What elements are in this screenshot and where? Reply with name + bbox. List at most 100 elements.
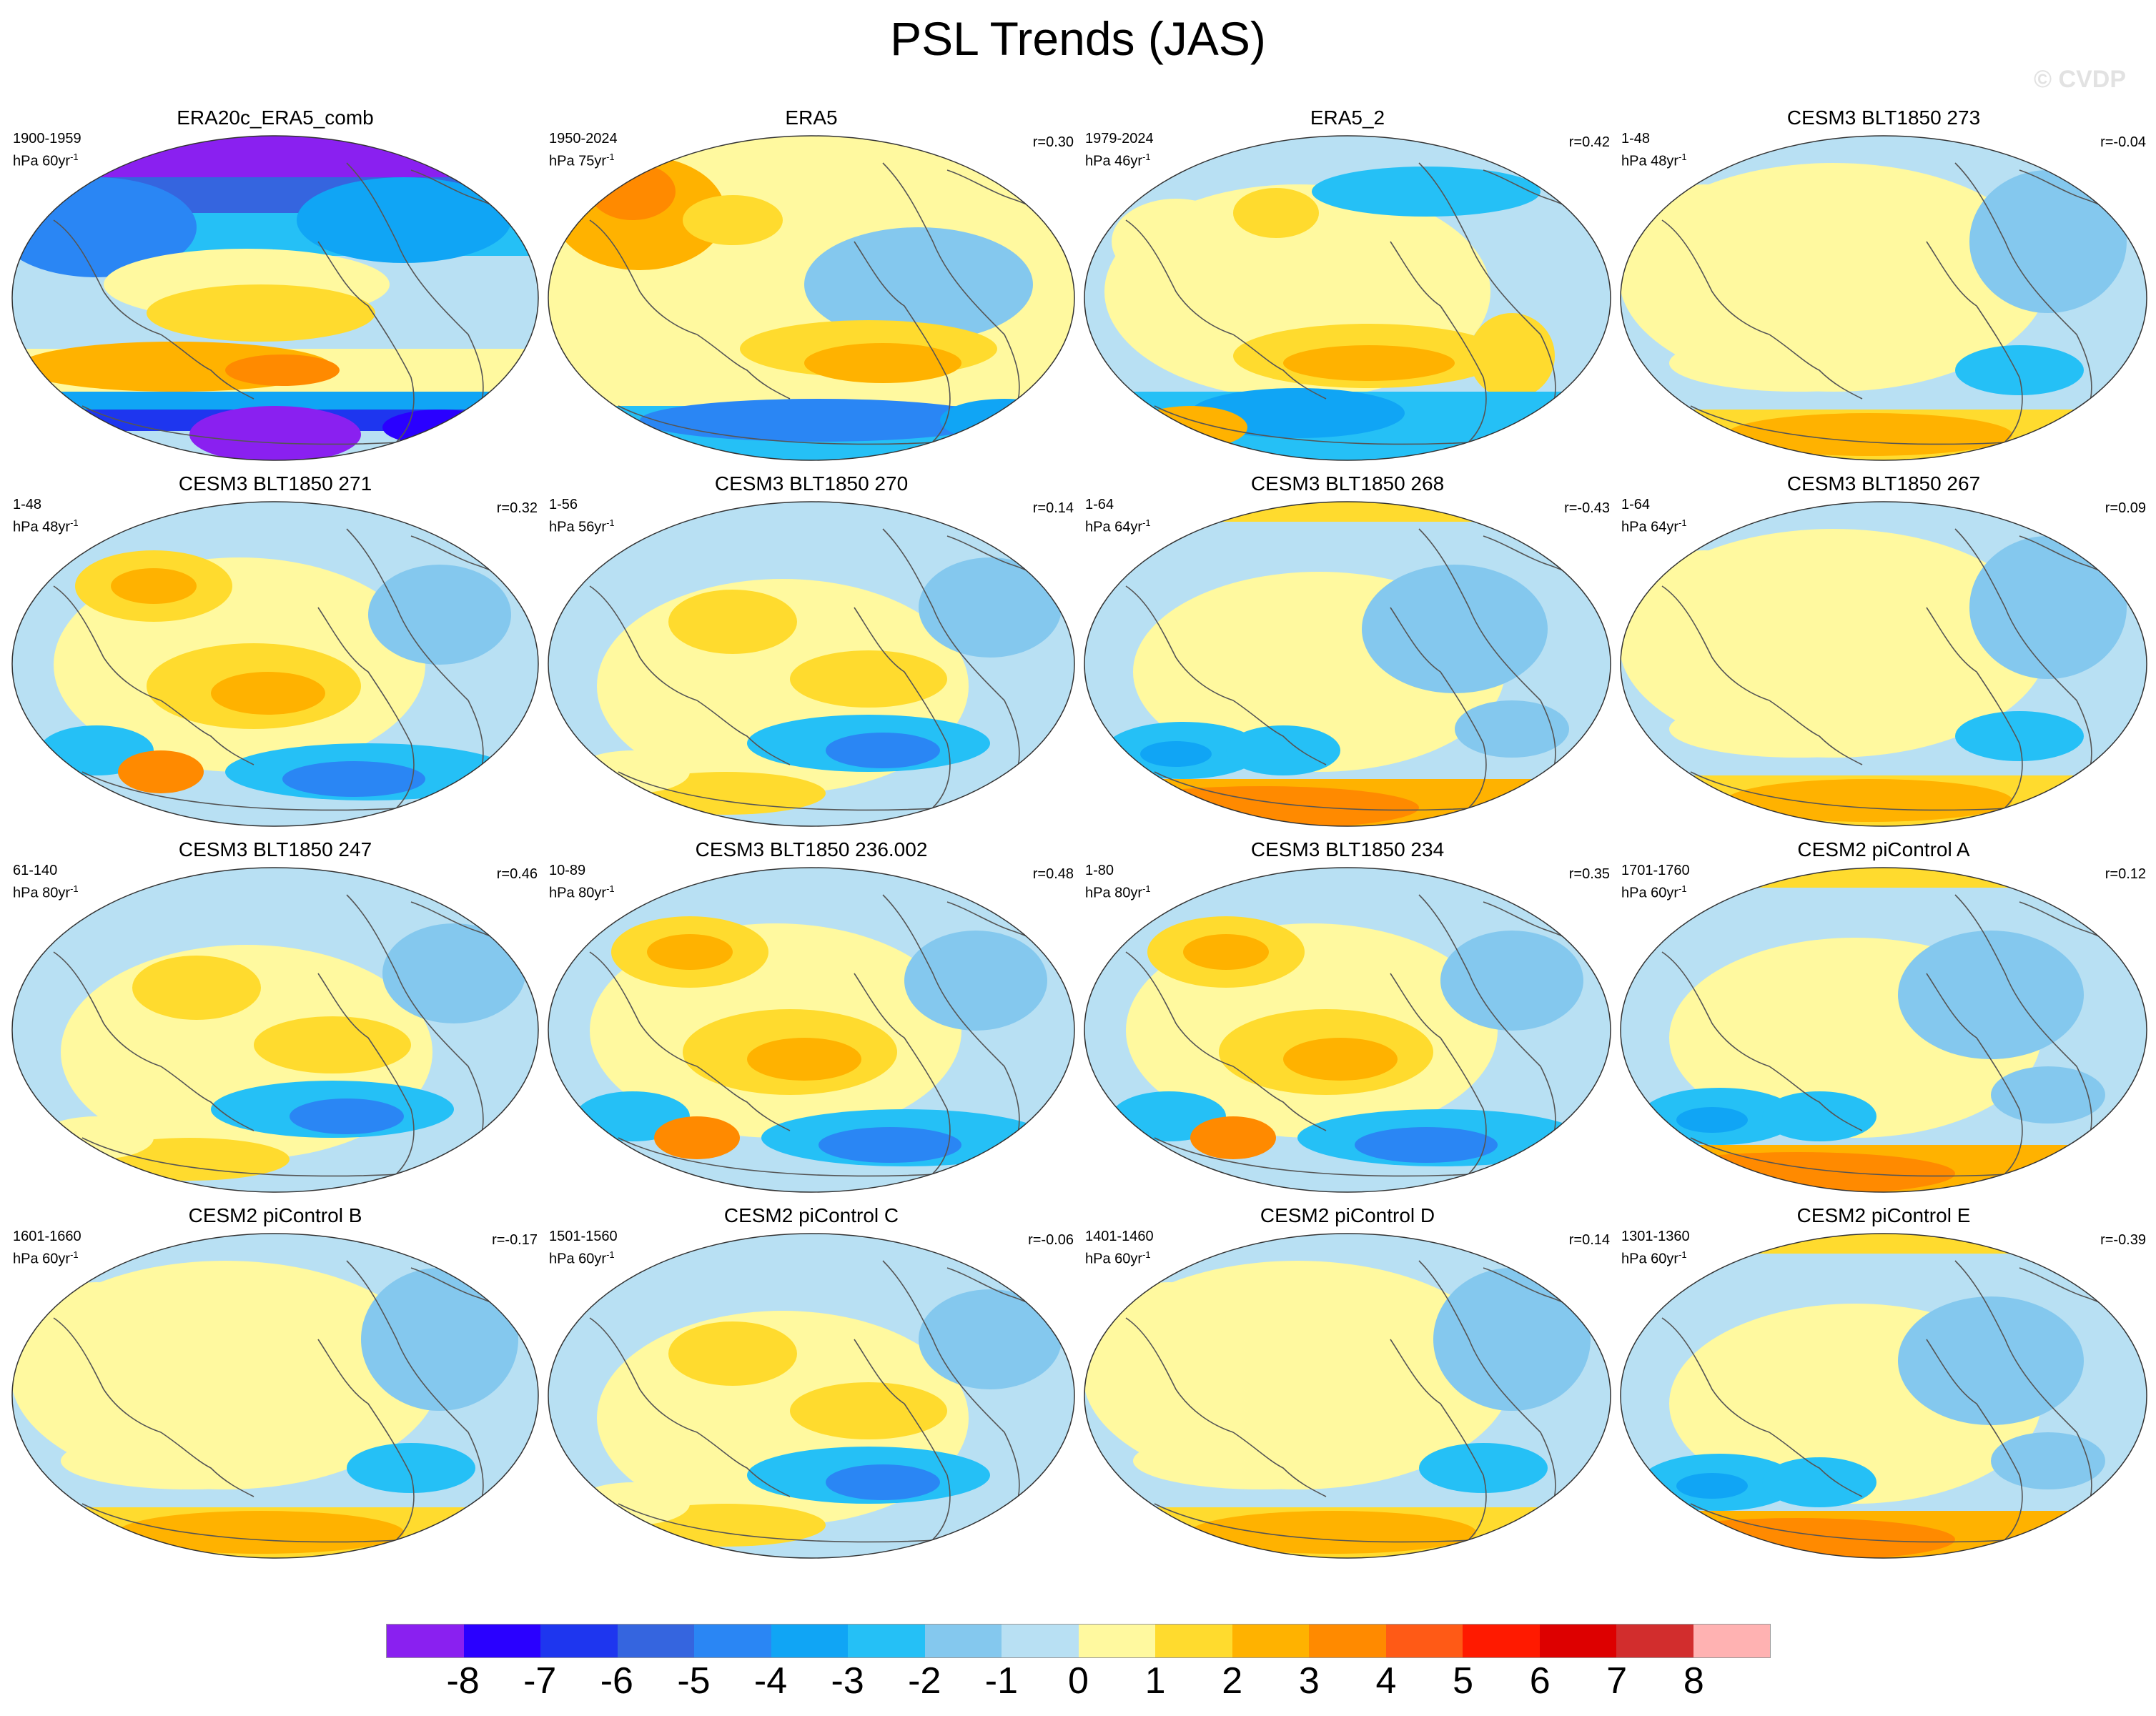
- panel-period: 1979-2024: [1085, 131, 1154, 147]
- panel-title: ERA20c_ERA5_comb: [177, 106, 374, 129]
- panel-correlation: r=-0.06: [1028, 1232, 1074, 1248]
- trend-contour: [1969, 170, 2127, 313]
- coastline: [1125, 951, 1234, 1067]
- colorbar-swatch: [617, 1625, 694, 1657]
- trend-contour: [111, 568, 197, 604]
- trend-contour: [668, 1321, 797, 1386]
- trend-contour: [1183, 934, 1269, 970]
- robinson-map: [1084, 867, 1611, 1193]
- coastline: [1926, 973, 2023, 1174]
- map-panel: CESM2 piControl E 1301-1360 hPa 60yr-1 r=-0…: [1616, 1204, 2152, 1567]
- panel-period-units: 1601-1660 hPa 60yr-1: [13, 1228, 81, 1269]
- coastline: [1661, 585, 1770, 701]
- trend-contour: [790, 650, 947, 708]
- panel-correlation: r=-0.04: [2100, 134, 2146, 150]
- coastline: [317, 607, 415, 808]
- panel-period-units: 1301-1360 hPa 60yr-1: [1621, 1228, 1690, 1269]
- panel-title: CESM3 BLT1850 247: [178, 838, 372, 861]
- colorbar-swatch: [540, 1625, 618, 1657]
- colorbar-swatch: [1539, 1625, 1616, 1657]
- coastline: [317, 1339, 415, 1540]
- map-border: [1620, 1233, 2147, 1559]
- panel-period-units: 1-56 hPa 56yr-1: [549, 496, 615, 537]
- trend-contour: [118, 750, 204, 793]
- map-panel: ERA20c_ERA5_comb 1900-1959 hPa 60yr-1: [7, 106, 543, 469]
- panel-units: hPa 64yr-1: [1085, 517, 1151, 535]
- trend-contour: [1190, 1116, 1276, 1159]
- coastline: [1769, 1066, 1863, 1131]
- panel-period: 1301-1360: [1621, 1229, 1690, 1244]
- panel-units: hPa 60yr-1: [13, 152, 79, 169]
- panel-units: hPa 60yr-1: [1621, 1249, 1687, 1267]
- trend-contour: [225, 354, 340, 386]
- panel-title: CESM2 piControl E: [1796, 1204, 1971, 1226]
- robinson-map: [1084, 501, 1611, 827]
- coastline: [1954, 528, 2092, 787]
- colorbar-tick-label: -6: [600, 1660, 633, 1702]
- robinson-map: [1620, 135, 2147, 461]
- coastline: [346, 1260, 484, 1519]
- trend-contour: [1726, 413, 2012, 456]
- coastline: [696, 334, 791, 400]
- panel-period-units: 1950-2024 hPa 75yr-1: [549, 130, 618, 171]
- trend-contour: [1104, 786, 1419, 826]
- map-panel: CESM2 piControl B 1601-1660 hPa 60yr-1 r=-0…: [7, 1204, 543, 1567]
- panel-title: CESM3 BLT1850 236.002: [695, 838, 928, 861]
- coastline: [1125, 585, 1234, 701]
- robinson-map: [1084, 1233, 1611, 1559]
- robinson-map: [548, 135, 1075, 461]
- panel-title: CESM3 BLT1850 270: [714, 472, 909, 495]
- coastline: [1390, 607, 1487, 808]
- map-panel: CESM3 BLT1850 270 1-56 hPa 56yr-1 r=0.14: [543, 472, 1079, 835]
- map-panel: CESM3 BLT1850 268 1-64 hPa 64yr-1 r=-0.43: [1079, 472, 1616, 835]
- coastline: [854, 607, 951, 808]
- trend-contour: [290, 1098, 404, 1134]
- colorbar-swatch: [1616, 1625, 1693, 1657]
- colorbar-tick-label: -3: [831, 1660, 864, 1702]
- map-border: [548, 1233, 1075, 1559]
- map-border: [548, 135, 1075, 461]
- map-panel: ERA5_2 1979-2024 hPa 46yr-1 r=0.42: [1079, 106, 1616, 469]
- panel-title: ERA5_2: [1310, 106, 1385, 129]
- map-border: [1084, 501, 1611, 827]
- coastline: [1418, 894, 1556, 1153]
- map-panel: ERA5 1950-2024 hPa 75yr-1 r=0.30: [543, 106, 1079, 469]
- colorbar-tick-label: 0: [1068, 1660, 1089, 1702]
- coastline: [160, 334, 254, 400]
- trend-contour: [1676, 1473, 1748, 1499]
- trend-contour: [1190, 1511, 1476, 1554]
- trend-contour: [1355, 1127, 1498, 1163]
- colorbar-swatch: [387, 1625, 464, 1657]
- colorbar: [386, 1624, 1771, 1658]
- map-panel: CESM2 piControl C 1501-1560 hPa 60yr-1 r=-0…: [543, 1204, 1079, 1567]
- trend-contour: [1898, 931, 2084, 1059]
- trend-contour: [39, 1282, 154, 1354]
- trend-contour: [640, 399, 997, 442]
- coastline: [696, 1066, 791, 1131]
- trend-contour: [1469, 313, 1555, 399]
- colorbar-swatch: [1309, 1625, 1386, 1657]
- trend-band: [1621, 1234, 2147, 1254]
- colorbar-swatch: [1155, 1625, 1232, 1657]
- panel-correlation: r=-0.39: [2100, 1232, 2146, 1248]
- colorbar-swatch: [1463, 1625, 1540, 1657]
- trend-band: [1084, 502, 1611, 522]
- coastline: [160, 1066, 254, 1131]
- robinson-map: [548, 1233, 1075, 1559]
- panel-correlation: r=-0.17: [492, 1232, 538, 1248]
- trend-contour: [1726, 779, 2012, 822]
- trend-contour: [1283, 1038, 1398, 1081]
- coastline: [589, 219, 698, 335]
- panel-period: 1900-1959: [13, 131, 81, 147]
- trend-contour: [1362, 565, 1548, 693]
- coastline: [1954, 1260, 2092, 1519]
- panel-units: hPa 56yr-1: [549, 517, 615, 535]
- trend-contour: [919, 1289, 1062, 1389]
- panel-period-units: 1-64 hPa 64yr-1: [1621, 496, 1687, 537]
- colorbar-swatch: [1078, 1625, 1155, 1657]
- trend-contour: [254, 1016, 411, 1073]
- robinson-map: [1620, 867, 2147, 1193]
- panel-period-units: 1979-2024 hPa 46yr-1: [1085, 130, 1154, 171]
- coastline: [1418, 528, 1556, 787]
- trend-contour: [132, 956, 261, 1020]
